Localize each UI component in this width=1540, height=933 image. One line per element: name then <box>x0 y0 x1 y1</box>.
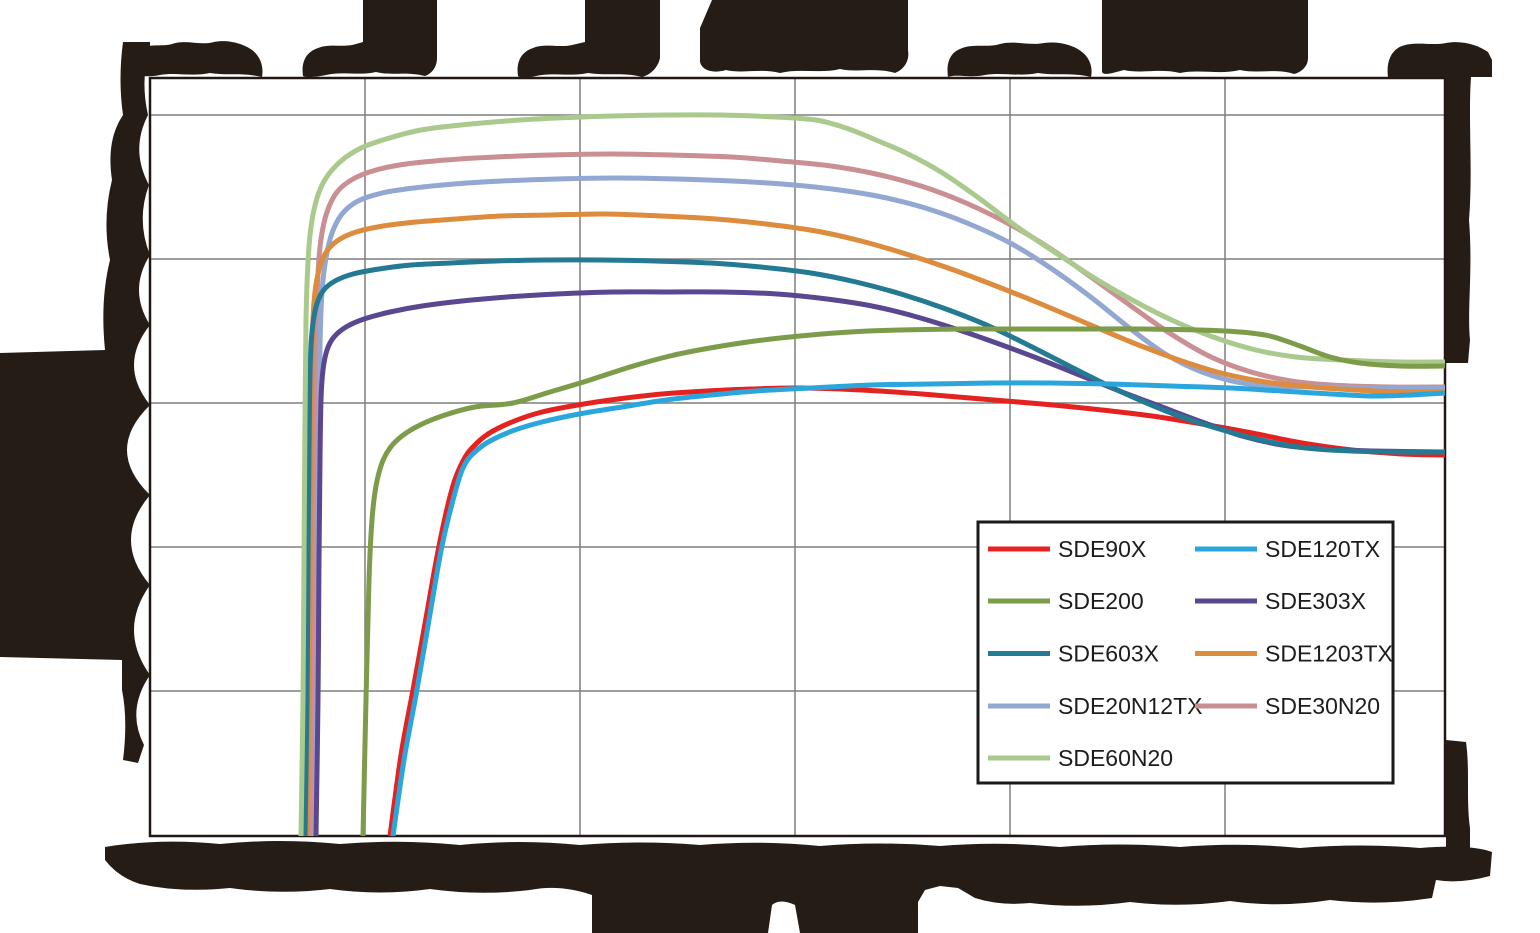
legend-label-sde603x: SDE603X <box>1058 641 1159 667</box>
corrupted-label-blob-bottom-band <box>105 841 1492 933</box>
legend-label-sde303x: SDE303X <box>1265 588 1366 614</box>
corrupted-label-blob-top-2 <box>302 0 437 78</box>
legend-label-sde20n12tx: SDE20N12TX <box>1058 693 1202 719</box>
plot-border <box>148 76 1447 838</box>
series-curve-sde60n20 <box>298 112 1446 837</box>
corrupted-label-blob-left-band <box>0 42 150 763</box>
corrupted-label-blob-top-6 <box>1102 0 1308 74</box>
legend-label-sde1203tx: SDE1203TX <box>1265 641 1393 667</box>
corrupted-label-blob-top-right <box>1387 42 1492 77</box>
corrupted-label-blob-top-1 <box>122 41 263 77</box>
corrupted-label-blob-top-3 <box>517 0 660 78</box>
legend-label-sde120tx: SDE120TX <box>1265 536 1380 562</box>
corrupted-label-blob-top-5 <box>947 42 1092 77</box>
corrupted-axis-label-blobs <box>0 0 1492 933</box>
series-curve-sde120tx <box>390 380 1446 837</box>
chart-legend: SDE90X SDE200 SDE603X SDE20N12TX SDE60N20 SDE… <box>976 520 1395 785</box>
corrupted-label-blob-right-lower <box>1446 740 1470 848</box>
corrupted-label-blob-top-4 <box>700 0 909 73</box>
corrupted-label-blob-right-band <box>1446 77 1471 363</box>
legend-label-sde200: SDE200 <box>1058 588 1144 614</box>
legend-label-sde60n20: SDE60N20 <box>1058 745 1173 771</box>
legend-label-sde30n20: SDE30N20 <box>1265 693 1380 719</box>
legend-label-sde90x: SDE90X <box>1058 536 1146 562</box>
series-curve-sde200 <box>360 326 1446 837</box>
data-series-curves <box>298 112 1446 837</box>
series-curve-sde603x <box>302 257 1446 837</box>
